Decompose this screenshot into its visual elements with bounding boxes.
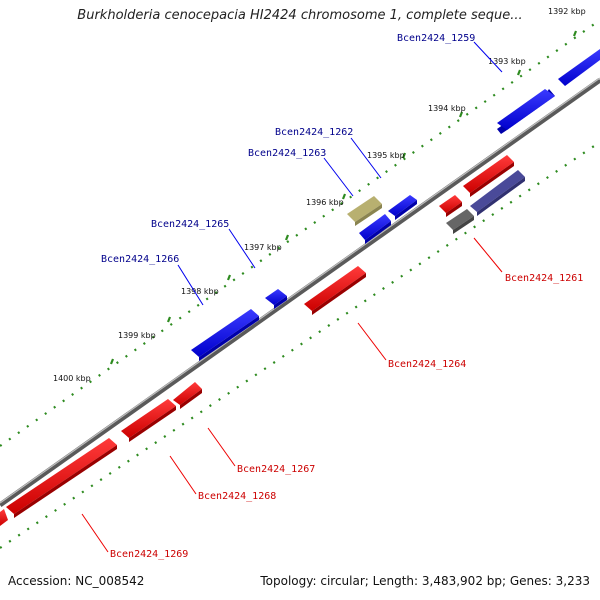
tick-label-1398: 1398 kbp xyxy=(181,287,219,296)
tick-label-1400: 1400 kbp xyxy=(53,374,91,383)
label-bcen2424-1268[interactable]: Bcen2424_1268 xyxy=(198,491,276,502)
label-bcen2424-1262[interactable]: Bcen2424_1262 xyxy=(275,127,353,138)
gene-bcen2424-1267[interactable] xyxy=(173,382,202,409)
outer-ruler xyxy=(0,19,600,447)
reverse-callouts xyxy=(81,237,503,553)
gene-bcen2424-1266[interactable] xyxy=(191,309,259,361)
tick-label-1397: 1397 kbp xyxy=(244,243,282,252)
label-bcen2424-1266[interactable]: Bcen2424_1266 xyxy=(101,254,179,265)
gene-bcen2424-1261b[interactable] xyxy=(439,195,462,217)
tick-label-1396: 1396 kbp xyxy=(306,198,344,207)
gene-bcen2424-1259b[interactable] xyxy=(558,49,600,86)
label-bcen2424-1267[interactable]: Bcen2424_1267 xyxy=(237,464,315,475)
label-bcen2424-1261[interactable]: Bcen2424_1261 xyxy=(505,273,583,284)
chromosome-backbone xyxy=(0,77,600,508)
major-ticks xyxy=(109,30,578,365)
label-bcen2424-1259[interactable]: Bcen2424_1259 xyxy=(397,33,475,44)
label-bcen2424-1269[interactable]: Bcen2424_1269 xyxy=(110,549,188,560)
forward-callouts xyxy=(177,41,503,306)
label-bcen2424-1264[interactable]: Bcen2424_1264 xyxy=(388,359,466,370)
tick-label-1399: 1399 kbp xyxy=(118,331,156,340)
tick-labels: 1392 kbp 1393 kbp 1394 kbp 1395 kbp 1396… xyxy=(53,7,586,383)
forward-genes xyxy=(191,49,600,361)
label-bcen2424-1265[interactable]: Bcen2424_1265 xyxy=(151,219,229,230)
reverse-genes xyxy=(0,155,525,526)
tick-label-1393: 1393 kbp xyxy=(488,57,526,66)
gene-bcen2424-1259[interactable] xyxy=(497,89,555,134)
tick-label-1394: 1394 kbp xyxy=(428,104,466,113)
gene-rna-1263[interactable] xyxy=(347,196,382,226)
accession-text: Accession: NC_008542 xyxy=(8,574,145,588)
label-bcen2424-1263[interactable]: Bcen2424_1263 xyxy=(248,148,326,159)
gene-bcen2424-1265[interactable] xyxy=(265,289,287,309)
gene-bcen2424-1262[interactable] xyxy=(388,195,417,220)
gene-bcen2424-1263[interactable] xyxy=(359,214,391,244)
gene-bcen2424-1261[interactable] xyxy=(463,155,514,197)
gene-bcen2424-1269[interactable] xyxy=(6,438,117,518)
genome-summary-text: Topology: circular; Length: 3,483,902 bp… xyxy=(260,574,590,588)
gene-bcen2424-1264[interactable] xyxy=(304,266,366,315)
inner-ruler xyxy=(0,141,600,549)
map-title: Burkholderia cenocepacia HI2424 chromoso… xyxy=(77,8,523,23)
tick-label-1395: 1395 kbp xyxy=(367,151,405,160)
gene-edge-left[interactable] xyxy=(0,509,8,526)
gene-bcen2424-1268[interactable] xyxy=(121,399,176,442)
gene-labels: Bcen2424_1259 Bcen2424_1262 Bcen2424_126… xyxy=(101,33,583,560)
tick-label-1392: 1392 kbp xyxy=(548,7,586,16)
gene-other-dark[interactable] xyxy=(446,209,474,234)
gene-other-purple[interactable] xyxy=(470,170,525,216)
